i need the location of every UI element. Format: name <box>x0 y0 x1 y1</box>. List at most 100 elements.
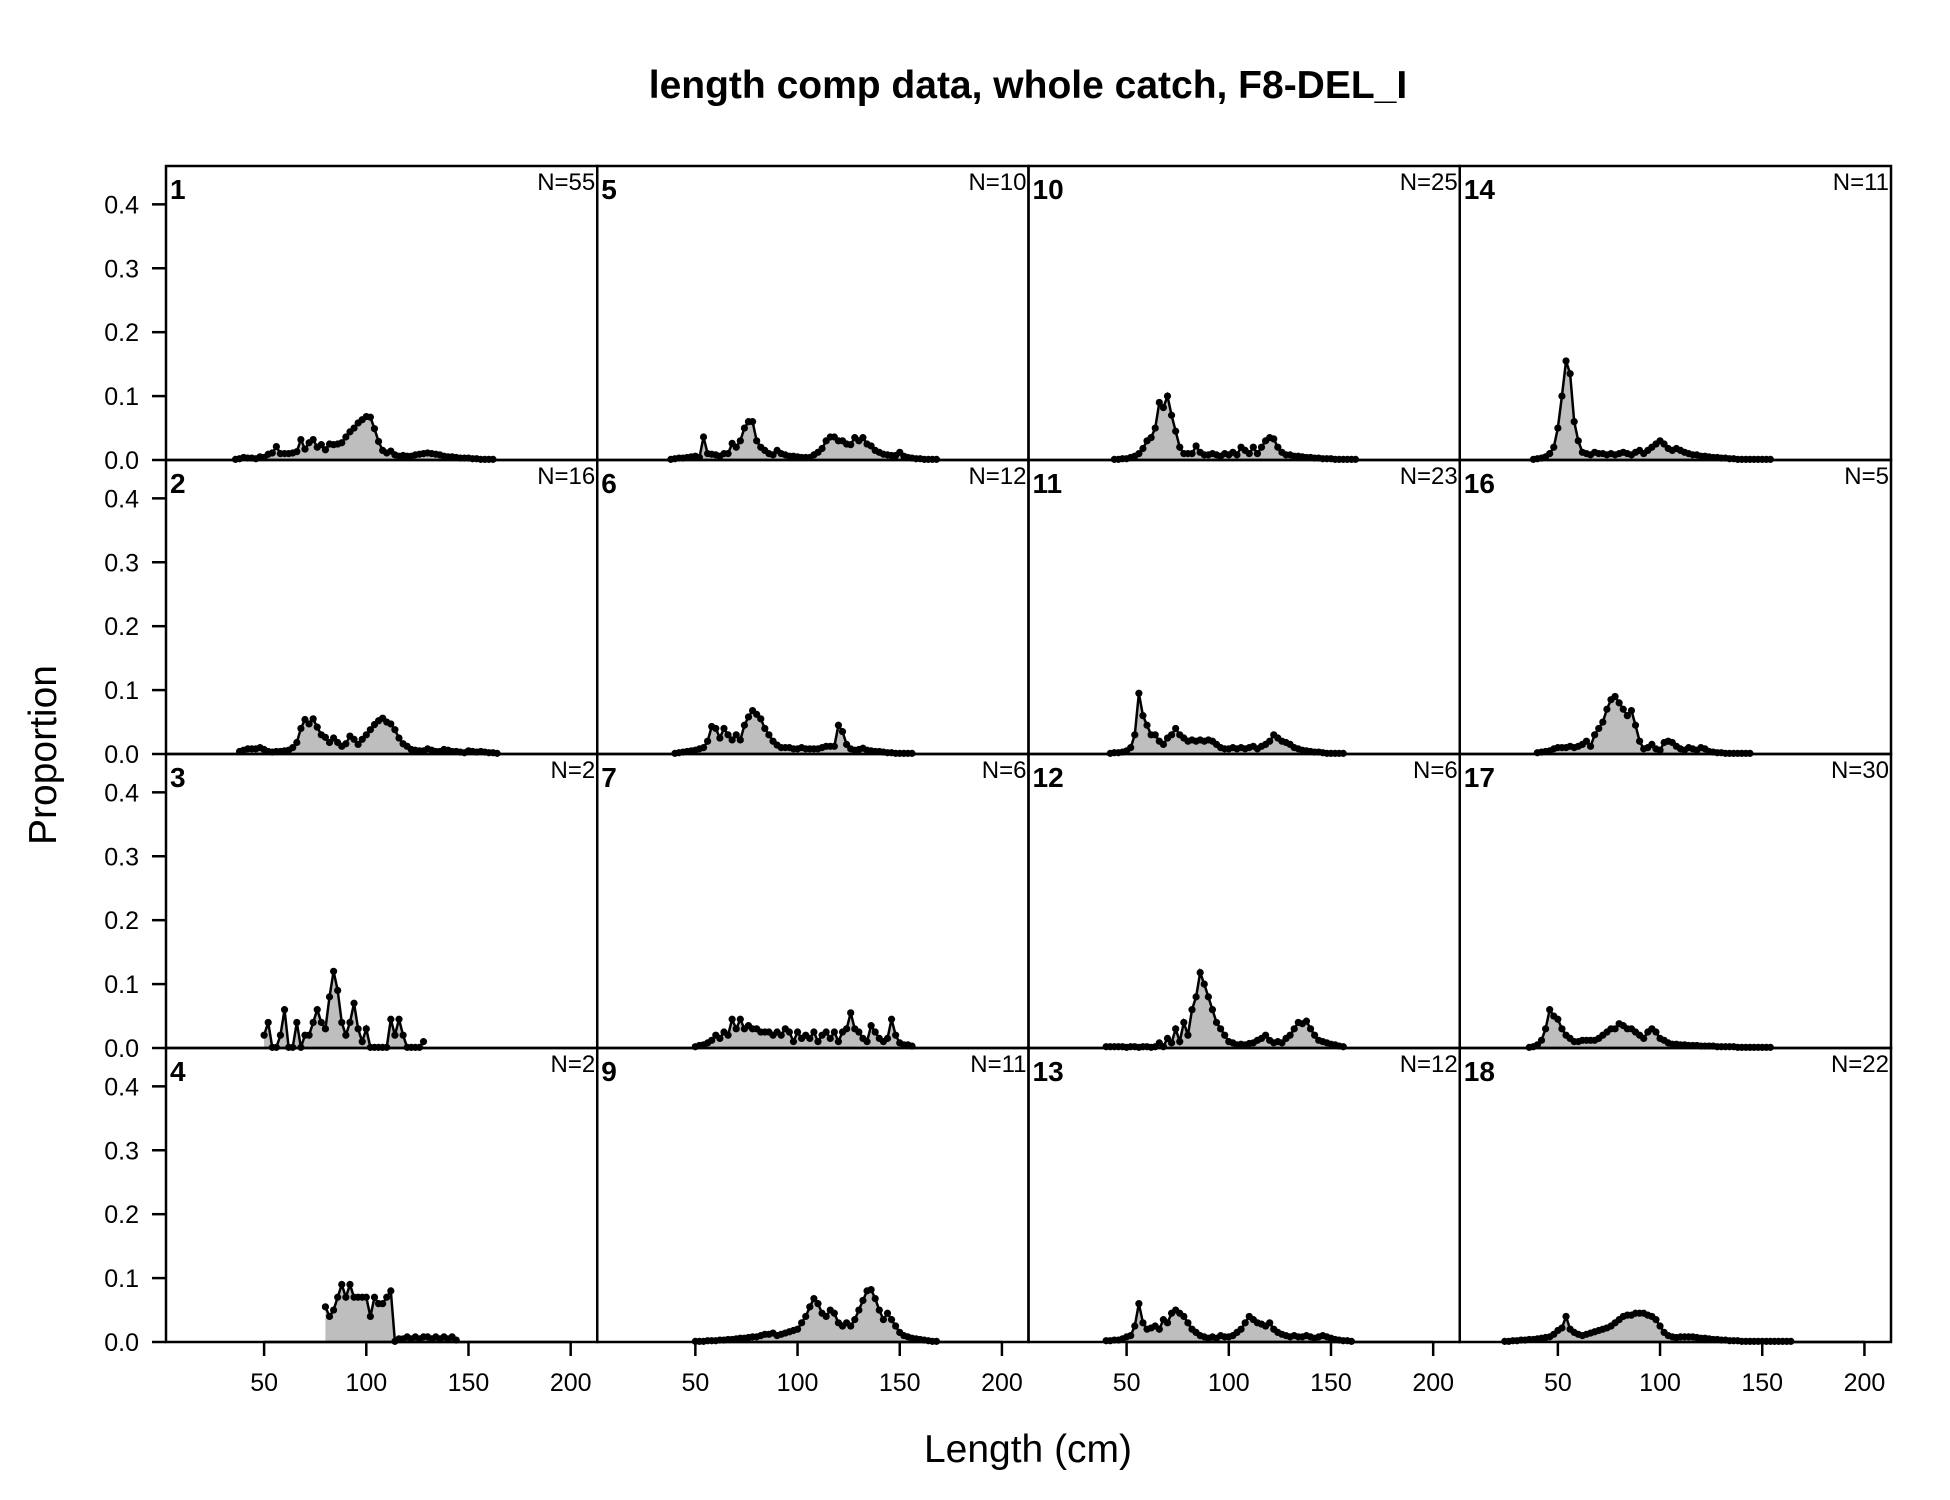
panel-3-point-15 <box>321 1025 330 1033</box>
panel-6-point-40 <box>834 721 843 729</box>
panel-5-n-label: N=10 <box>968 169 1026 196</box>
panel-3-point-31 <box>387 1015 395 1023</box>
panel-18-frame <box>1458 1046 1893 1344</box>
panel-10-point-20 <box>1192 442 1200 450</box>
panel-6-point-8 <box>704 737 712 745</box>
panel-5: 5 N=10 <box>596 164 1030 463</box>
panel-9-point-47 <box>883 1309 892 1317</box>
panel-12-point-23 <box>1196 968 1204 977</box>
panel-14-point-6 <box>1554 424 1562 432</box>
panel-9-point-39 <box>851 1316 859 1324</box>
panel-14-point-11 <box>1574 437 1582 445</box>
panel-12-point-49 <box>1302 1017 1311 1025</box>
panel-17-point-31 <box>1652 1028 1660 1036</box>
panel-7-point-9 <box>728 1015 736 1023</box>
panel-6-frame <box>596 458 1030 756</box>
panel-3-point-21 <box>346 1018 354 1027</box>
panel-17-area <box>1529 1009 1771 1048</box>
panel-13-point-13 <box>1155 1325 1163 1333</box>
panel-7-point-33 <box>826 1034 834 1043</box>
panel-10-point-12 <box>1159 403 1167 412</box>
panel-4-n-label: N=2 <box>551 1051 596 1078</box>
panel-7-point-43 <box>867 1022 875 1030</box>
panel-1-point-19 <box>309 435 317 444</box>
panel-16-point-13 <box>1586 742 1595 750</box>
panel-12-point-39 <box>1261 1031 1270 1039</box>
panel-7-point-35 <box>834 1038 843 1046</box>
panel-13-label: 13 <box>1033 1056 1064 1087</box>
panel-10-point-16 <box>1176 443 1184 451</box>
x-axes: 50 100 150 200 50 100 150 200 50 100 150 200 50 100 15… <box>250 1340 1885 1397</box>
panel-6-label: 6 <box>601 468 617 499</box>
panel-4-point-14 <box>379 1300 387 1308</box>
y-tick-label: 0.2 <box>104 319 139 347</box>
panel-17-point-7 <box>1554 1015 1562 1023</box>
panel-2-point-28 <box>350 735 358 743</box>
panel-4-label: 4 <box>170 1056 186 1087</box>
panel-12-point-22 <box>1192 993 1200 1001</box>
panel-1-point-22 <box>321 446 330 454</box>
panel-12-point-27 <box>1212 1018 1221 1027</box>
panel-11-point-13 <box>1159 740 1167 749</box>
panel-3-point-8 <box>293 1018 301 1027</box>
panel-17-frame <box>1458 752 1893 1050</box>
panel-3-point-14 <box>317 1018 325 1027</box>
panel-3-point-1 <box>264 1018 272 1027</box>
panel-4-point-4 <box>338 1280 346 1289</box>
panel-5-point-21 <box>753 437 761 445</box>
panel-2-point-14 <box>293 738 301 747</box>
panel-7-point-6 <box>716 1034 724 1043</box>
panel-4: 4 N=2 <box>164 1046 599 1345</box>
panel-3-point-34 <box>399 1031 407 1039</box>
panel-4-point-2 <box>329 1306 338 1314</box>
panel-5-point-37 <box>818 444 826 453</box>
panel-11-point-8 <box>1139 712 1147 720</box>
panel-9-point-30 <box>814 1300 822 1308</box>
panel-7: 7 N=6 <box>596 752 1030 1051</box>
panel-6-point-15 <box>732 731 740 739</box>
panel-2-label: 2 <box>170 468 186 499</box>
panel-18-point-15 <box>1562 1312 1570 1321</box>
panel-13-point-6 <box>1127 1332 1135 1340</box>
panel-1-area <box>235 416 494 460</box>
panel-3-point-22 <box>350 999 358 1007</box>
panel-12-point-18 <box>1176 1038 1184 1046</box>
panel-3-point-17 <box>329 967 338 975</box>
y-tick-label: 0.2 <box>104 613 139 641</box>
y-axes: 0.0 0.1 0.2 0.3 0.4 0.0 0.1 0.2 0.3 0.4 0.0 0.1 0.2 0… <box>104 191 166 1357</box>
panel-1-point-9 <box>268 449 276 457</box>
panel-9-point-27 <box>802 1312 810 1321</box>
panel-9-point-26 <box>798 1319 806 1327</box>
panel-12-point-17 <box>1172 1025 1180 1033</box>
panel-5-point-20 <box>748 418 757 426</box>
panel-7-point-4 <box>708 1036 716 1044</box>
panel-16-point-15 <box>1595 724 1603 733</box>
panel-9-point-46 <box>879 1316 887 1324</box>
panel-14-point-8 <box>1562 357 1570 365</box>
panel-13-area <box>1106 1303 1352 1342</box>
panel-3-point-24 <box>358 1038 366 1046</box>
panel-14: 14 N=11 <box>1458 164 1893 463</box>
panel-5-point-18 <box>740 424 749 432</box>
panel-1-point-35 <box>374 437 383 446</box>
panel-6-point-16 <box>736 736 744 744</box>
panel-11-point-16 <box>1172 724 1180 733</box>
panel-9-point-43 <box>867 1285 875 1294</box>
panel-3-point-18 <box>334 986 342 995</box>
panel-13-point-19 <box>1180 1312 1188 1321</box>
panel-2-point-38 <box>391 726 399 734</box>
panel-10-point-19 <box>1188 450 1196 458</box>
y-tick-label: 0.4 <box>104 485 139 513</box>
x-tick-label: 50 <box>1113 1369 1141 1397</box>
x-tick-label: 150 <box>1310 1369 1352 1397</box>
panel-1-point-27 <box>342 433 350 441</box>
panel-10-point-7 <box>1139 444 1147 453</box>
x-tick-label: 100 <box>1639 1369 1681 1397</box>
y-tick-label: 0.1 <box>104 383 139 411</box>
y-tick-label: 0.3 <box>104 255 139 283</box>
x-tick-label: 150 <box>448 1369 490 1397</box>
panel-3-point-19 <box>338 1018 346 1027</box>
panel-2-point-29 <box>354 740 362 749</box>
panel-3-point-0 <box>260 1031 268 1039</box>
panel-3-n-label: N=2 <box>551 757 596 784</box>
